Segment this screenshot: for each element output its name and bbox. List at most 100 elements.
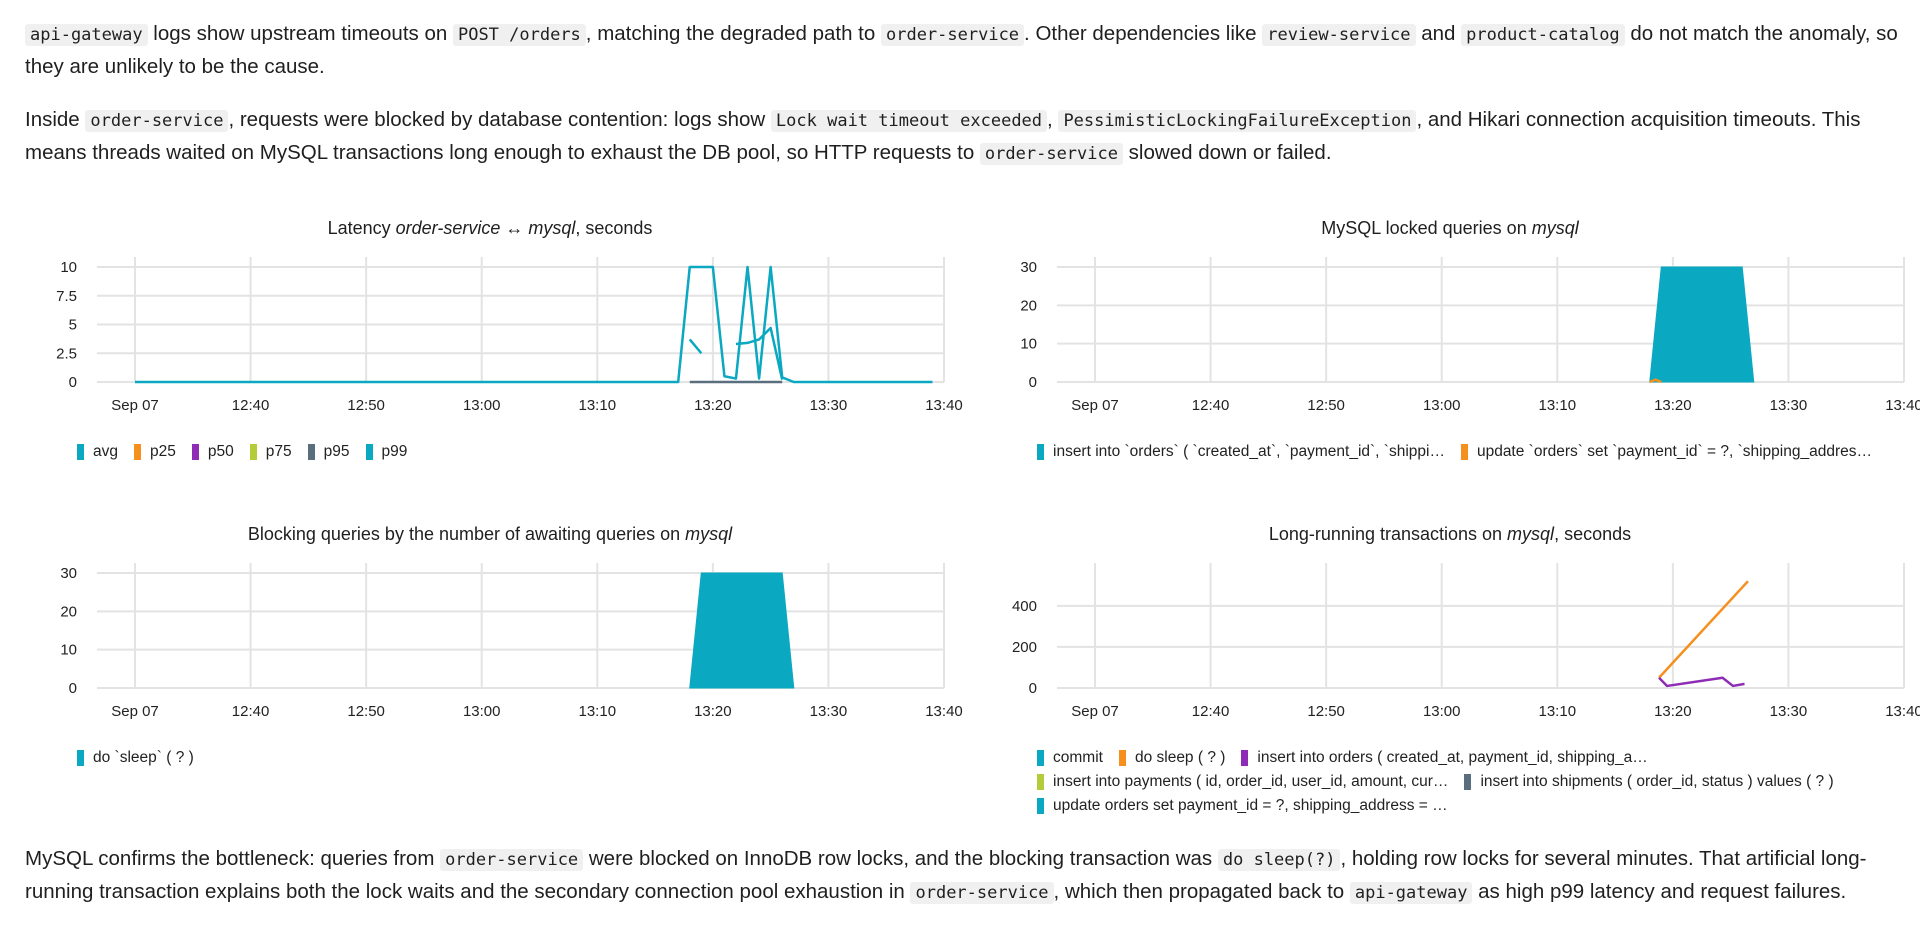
paragraph-text: logs show upstream timeouts on xyxy=(147,22,453,45)
x-tick-label: 13:30 xyxy=(1770,397,1808,414)
inline-code: order-service xyxy=(440,849,584,871)
x-tick-label: 13:20 xyxy=(1654,397,1692,414)
legend-swatch xyxy=(1460,444,1468,460)
y-tick-label: 7.5 xyxy=(56,288,77,305)
inline-code: order-service xyxy=(979,143,1123,165)
chart-plot: Sep 07 12:40 12:50 13:00 13:10 13:20 13:30 13:4… xyxy=(60,563,963,720)
x-tick-label: 13:30 xyxy=(810,397,848,414)
legend-label: p50 xyxy=(207,443,234,460)
inline-code: product-catalog xyxy=(1461,24,1625,46)
series-line[interactable] xyxy=(1649,378,1662,384)
inline-code: POST /orders xyxy=(452,24,586,46)
legend-item[interactable]: avg xyxy=(77,443,118,461)
legend-label: insert into payments ( id, order_id, use… xyxy=(1053,773,1449,790)
legend-label: p99 xyxy=(381,443,408,460)
y-tick-label: 10 xyxy=(60,642,77,659)
chart-title: Blocking queries by the number of awaiti… xyxy=(30,524,950,545)
paragraph-gateway: api-gateway logs show upstream timeouts … xyxy=(25,18,1900,83)
legend-row: insert into payments ( id, order_id, use… xyxy=(1037,770,1850,794)
inline-code: api-gateway xyxy=(1349,882,1473,904)
inline-code: PessimisticLockingFailureException xyxy=(1058,110,1417,132)
legend-label: p75 xyxy=(265,443,292,460)
y-tick-label: 10 xyxy=(60,259,77,276)
paragraph-text: Inside xyxy=(25,108,86,131)
x-tick-label: 12:50 xyxy=(1307,703,1345,720)
x-tick-label: 12:40 xyxy=(232,703,270,720)
chart-title-part: Blocking queries by the number of awaiti… xyxy=(247,524,686,544)
paragraph-text: and xyxy=(1415,22,1462,45)
chart-latency: Latency order-service ↔ mysql, seconds Se… xyxy=(30,215,963,475)
chart-title: Latency order-service ↔ mysql, seconds xyxy=(30,218,950,239)
x-tick-label: 13:00 xyxy=(463,397,501,414)
paragraph-text: were blocked on InnoDB row locks, and th… xyxy=(583,847,1218,870)
series-line[interactable] xyxy=(135,265,933,384)
paragraph-order-service: Inside order-service , requests were bloc… xyxy=(25,104,1900,170)
x-tick-label: 13:30 xyxy=(810,703,848,720)
legend-label: insert into `orders` ( `created_at`, `pa… xyxy=(1053,443,1445,460)
chart-legend: insert into `orders` ( `created_at`, `pa… xyxy=(1037,440,1888,464)
series-area[interactable] xyxy=(1649,266,1755,383)
x-tick-label: 13:00 xyxy=(1423,397,1461,414)
legend-item[interactable]: p75 xyxy=(249,443,292,461)
chart-locked-queries: MySQL locked queries on mysql Sep 07 12:40… xyxy=(990,215,1920,475)
x-tick-label: Sep 07 xyxy=(111,397,159,414)
x-tick-label: 13:20 xyxy=(694,397,732,414)
legend-label: do `sleep` ( ? ) xyxy=(93,749,194,766)
chart-title-part: MySQL locked queries on xyxy=(1321,218,1532,238)
legend-item[interactable]: insert into shipments ( order_id, status… xyxy=(1464,773,1834,791)
legend-item[interactable]: insert into `orders` ( `created_at`, `pa… xyxy=(1037,443,1445,461)
legend-swatch xyxy=(77,750,84,766)
legend-item[interactable]: do `sleep` ( ? ) xyxy=(77,749,194,767)
legend-label: p25 xyxy=(150,443,176,460)
paragraph-text: , which then propagated back to xyxy=(1053,880,1350,903)
x-tick-label: 13:10 xyxy=(579,397,617,414)
legend-item[interactable]: p50 xyxy=(191,443,234,461)
legend-item[interactable]: update orders set payment_id = ?, shippi… xyxy=(1037,797,1448,815)
y-tick-label: 10 xyxy=(1020,336,1037,353)
series-line[interactable] xyxy=(688,338,703,355)
y-tick-label: 0 xyxy=(1029,374,1037,391)
legend-item[interactable]: insert into orders ( created_at, payment… xyxy=(1241,749,1648,767)
legend-swatch xyxy=(134,444,141,460)
series-line[interactable] xyxy=(1658,580,1749,679)
legend-label: update orders set payment_id = ?, shippi… xyxy=(1053,797,1448,814)
chart-plot: Sep 07 12:40 12:50 13:00 13:10 13:20 13:30 13:4… xyxy=(1020,257,1920,414)
series-line[interactable] xyxy=(1658,676,1745,688)
legend-swatch xyxy=(1037,774,1044,790)
y-tick-label: 20 xyxy=(60,603,77,620)
series-area[interactable] xyxy=(689,572,795,689)
y-tick-label: 200 xyxy=(1012,639,1037,656)
legend-item[interactable]: update `orders` set `payment_id` = ?, `s… xyxy=(1460,443,1872,461)
inline-code: order-service xyxy=(880,24,1025,46)
legend-item[interactable]: do sleep ( ? ) xyxy=(1118,749,1226,767)
chart-legend: commit do sleep ( ? ) insert into orders (… xyxy=(1037,746,1850,818)
legend-item[interactable]: commit xyxy=(1037,749,1103,767)
paragraph-text: , requests were blocked by database cont… xyxy=(228,108,771,131)
chart-title-part: mysql xyxy=(1531,218,1579,238)
legend-swatch xyxy=(1037,750,1044,766)
legend-label: do sleep ( ? ) xyxy=(1134,749,1226,766)
legend-row: insert into `orders` ( `created_at`, `pa… xyxy=(1037,440,1888,464)
legend-item[interactable]: p99 xyxy=(365,443,408,461)
legend-swatch xyxy=(307,444,315,460)
legend-item[interactable]: insert into payments ( id, order_id, use… xyxy=(1037,773,1448,791)
inline-code: review-service xyxy=(1262,24,1416,46)
x-tick-label: 13:40 xyxy=(925,397,963,414)
chart-title: MySQL locked queries on mysql xyxy=(990,218,1910,239)
legend-item[interactable]: p25 xyxy=(134,443,176,461)
y-tick-label: 0 xyxy=(69,680,77,697)
chart-title-part: mysql xyxy=(1507,524,1555,544)
x-tick-label: 13:30 xyxy=(1770,703,1808,720)
legend-item[interactable]: p95 xyxy=(307,443,350,461)
x-tick-label: Sep 07 xyxy=(1071,703,1119,720)
legend-swatch xyxy=(77,444,84,460)
legend-swatch xyxy=(1037,444,1044,460)
legend-swatch xyxy=(1464,774,1472,790)
y-tick-label: 0 xyxy=(69,374,77,391)
series-line[interactable] xyxy=(735,326,784,380)
paragraph-text: slowed down or failed. xyxy=(1122,141,1332,164)
legend-swatch xyxy=(191,444,199,460)
x-tick-label: 12:50 xyxy=(347,397,385,414)
chart-title-part: order-service ↔ mysql xyxy=(395,218,576,238)
legend-row: update orders set payment_id = ?, shippi… xyxy=(1037,794,1850,818)
